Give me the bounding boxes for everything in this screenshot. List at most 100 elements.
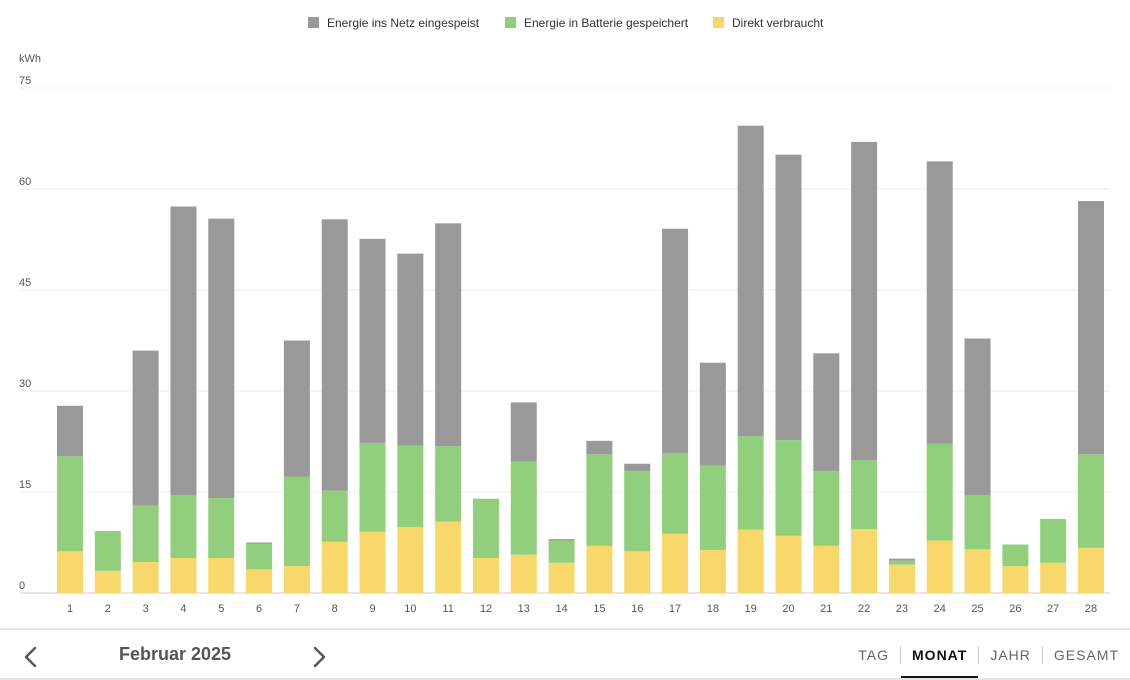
bar-segment (662, 452, 689, 534)
bar-segment (57, 551, 83, 593)
x-tick-label: 5 (218, 603, 224, 615)
chevron-left-icon (24, 646, 37, 668)
bar-segment (1002, 544, 1029, 567)
bar-segment (1078, 454, 1104, 548)
bar-segment (170, 206, 197, 496)
x-tick-label: 17 (669, 603, 681, 615)
bar-segment (964, 495, 991, 550)
legend-label: Direkt verbraucht (732, 16, 824, 30)
tab-monat[interactable]: MONAT (901, 630, 979, 680)
bar-segment (699, 549, 726, 593)
bar-segment (926, 443, 953, 541)
bar-segment (775, 535, 802, 593)
tab-gesamt-label: GESAMT (1053, 647, 1119, 663)
x-tick-label: 22 (858, 603, 870, 615)
bar-segment (57, 405, 83, 457)
bar-segment (1078, 547, 1104, 593)
tab-jahr[interactable]: JAHR (979, 630, 1042, 680)
bar-segment (737, 125, 764, 437)
x-tick-label: 3 (143, 603, 149, 615)
y-tick-label: 60 (19, 176, 31, 188)
bar-segment (359, 442, 386, 532)
legend-label: Energie in Batterie gespeichert (524, 16, 689, 30)
legend-swatch (713, 17, 724, 28)
bar-segment (283, 566, 310, 593)
bar-segment (321, 490, 348, 542)
y-tick-label: 0 (19, 580, 25, 592)
x-tick-label: 24 (934, 603, 946, 615)
bar-segment (926, 540, 953, 593)
x-tick-label: 10 (404, 603, 416, 615)
bar-segment (397, 527, 424, 593)
bar-segment (208, 498, 235, 558)
bar-segment (57, 456, 83, 552)
y-tick-label: 45 (19, 277, 31, 289)
bar-segment (246, 542, 273, 544)
bar-segment (283, 476, 310, 567)
bar-segment (283, 340, 310, 477)
bar-segment (132, 505, 159, 563)
legend-label: Energie ins Netz eingespeist (327, 16, 480, 30)
bar-segment (737, 436, 764, 530)
tab-divider (1041, 646, 1043, 664)
x-tick-label: 25 (971, 603, 983, 615)
x-tick-label: 1 (67, 603, 73, 615)
bar-segment (435, 446, 462, 522)
bar-segment (964, 549, 991, 593)
y-tick-label: 30 (19, 378, 31, 390)
x-tick-label: 20 (782, 603, 794, 615)
x-tick-label: 19 (745, 603, 757, 615)
bar-segment (699, 465, 726, 550)
bar-segment (662, 533, 689, 593)
bar-segment (813, 353, 840, 472)
bar-segment (170, 557, 197, 593)
x-tick-label: 21 (820, 603, 832, 615)
tab-gesamt[interactable]: GESAMT (1043, 630, 1130, 680)
bar-segment (208, 218, 235, 499)
tab-tag-label: TAG (858, 647, 890, 663)
tab-jahr-label: JAHR (990, 647, 1031, 663)
previous-period-button[interactable] (18, 644, 44, 670)
bar-segment (775, 154, 802, 441)
x-tick-label: 2 (105, 603, 111, 615)
bar-segment (246, 569, 273, 593)
bar-segment (699, 362, 726, 466)
bar-segment (397, 253, 424, 446)
x-tick-label: 8 (332, 603, 338, 615)
bar-segment (472, 498, 499, 558)
tab-monat-label: MONAT (912, 647, 968, 663)
bar-segment (888, 564, 915, 593)
x-tick-label: 23 (896, 603, 908, 615)
x-tick-label: 27 (1047, 603, 1059, 615)
bar-segment (851, 141, 878, 461)
bar-segment (1040, 518, 1067, 563)
bar-segment (435, 223, 462, 447)
bar-segment (586, 454, 613, 546)
bar-segment (435, 521, 462, 593)
x-tick-label: 12 (480, 603, 492, 615)
bar-segment (1078, 201, 1104, 455)
x-tick-label: 16 (631, 603, 643, 615)
bar-segment (548, 539, 575, 541)
bar-segment (888, 558, 915, 561)
tab-divider (978, 646, 980, 664)
x-tick-label: 7 (294, 603, 300, 615)
bar-segment (359, 238, 386, 443)
x-tick-label: 9 (369, 603, 375, 615)
bar-segment (359, 531, 386, 593)
x-tick-label: 6 (256, 603, 262, 615)
chevron-right-icon (313, 646, 326, 668)
tab-tag[interactable]: TAG (847, 630, 900, 680)
x-tick-label: 11 (442, 603, 453, 615)
bar-segment (94, 570, 121, 593)
bar-segment (586, 440, 613, 455)
bar-segment (94, 531, 121, 571)
x-tick-label: 15 (593, 603, 605, 615)
tab-divider (900, 646, 902, 664)
bar-segment (510, 554, 537, 593)
bar-segment (662, 228, 689, 453)
bar-segment (510, 402, 537, 462)
next-period-button[interactable] (306, 644, 332, 670)
period-navigation-bar: Februar 2025 TAG MONAT JAHR GESAMT (0, 628, 1130, 680)
